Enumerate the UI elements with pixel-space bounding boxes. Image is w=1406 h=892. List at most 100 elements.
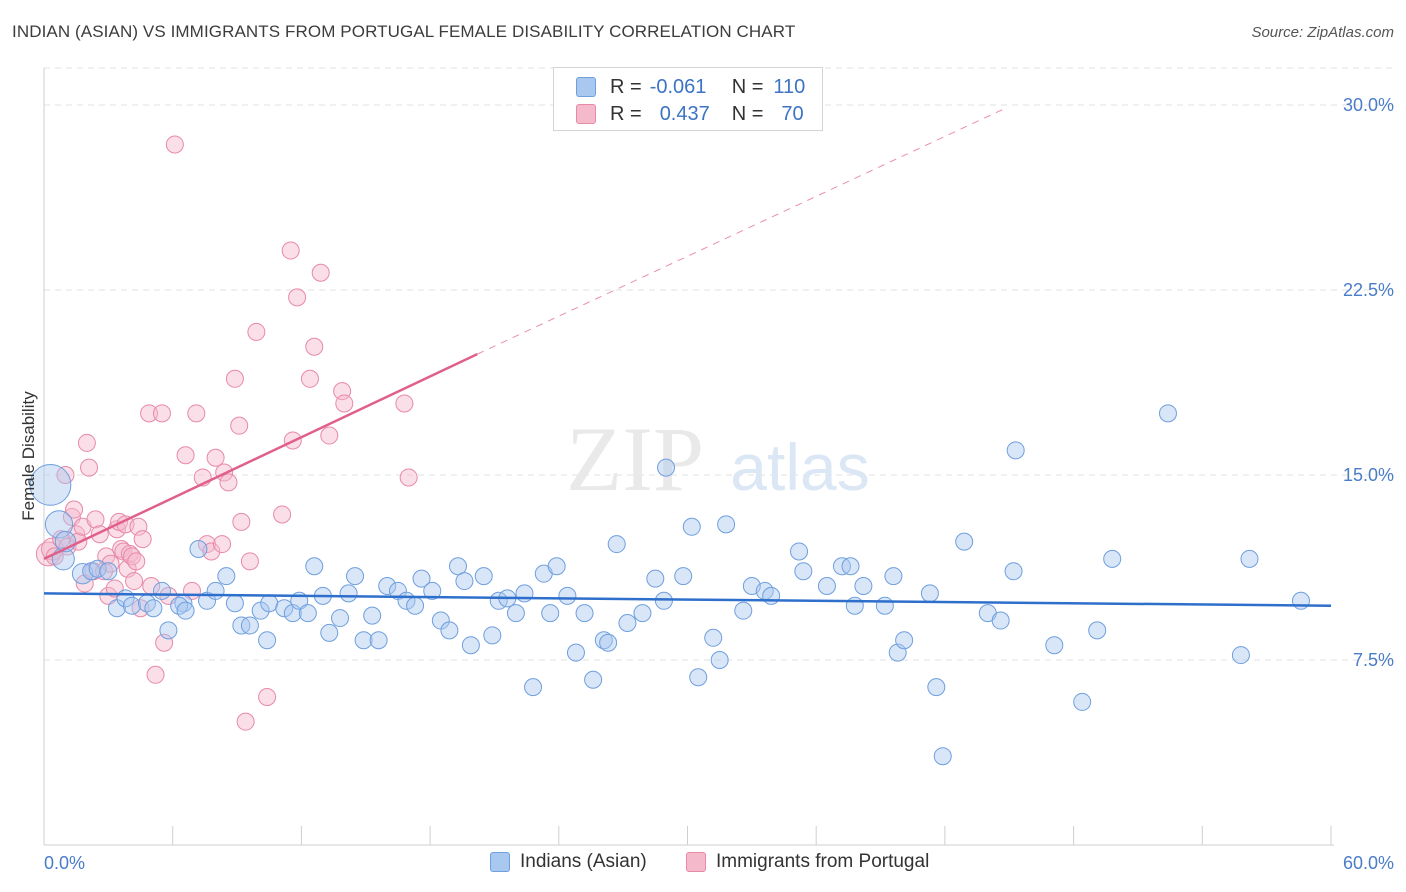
data-point (884, 567, 903, 586)
data-point (1045, 636, 1064, 655)
legend-r-value-2: 0.437 (659, 102, 710, 125)
legend-r-label: R = (610, 102, 642, 125)
data-point (854, 577, 873, 595)
data-point (176, 446, 195, 465)
data-point (240, 552, 259, 571)
y-tick-label: 7.5% (1353, 650, 1394, 670)
data-point (187, 404, 206, 423)
data-point (146, 665, 165, 684)
series-indians-asian (29, 404, 1310, 766)
legend-n-label: N = (731, 75, 764, 98)
data-point (790, 542, 809, 561)
data-point (455, 572, 474, 591)
y-tick-label: 15.0% (1343, 465, 1394, 485)
data-point (448, 557, 467, 576)
y-tick-label: 22.5% (1343, 280, 1394, 300)
data-point (165, 135, 184, 154)
data-point (674, 567, 693, 586)
axis-layer (43, 68, 1334, 846)
data-point (541, 604, 560, 623)
data-point (654, 591, 673, 610)
data-point (331, 609, 350, 628)
legend-r-label: R = (610, 75, 642, 98)
data-point (378, 577, 397, 595)
bottom-legend-portugal: Immigrants from Portugal (686, 851, 929, 873)
data-point (77, 433, 96, 452)
legend-swatch-blue (576, 77, 596, 97)
data-point (1231, 646, 1250, 665)
data-point (159, 621, 178, 640)
tick-labels: 7.5% 15.0% 22.5% 30.0% 0.0% 60.0% (44, 95, 1394, 873)
data-point (657, 458, 676, 477)
data-point (1088, 621, 1107, 640)
data-point (575, 604, 594, 623)
data-point (762, 586, 781, 605)
data-point (584, 670, 603, 689)
data-point (895, 631, 914, 650)
data-point (817, 577, 836, 595)
trend-line-pink (43, 353, 478, 560)
data-point (363, 606, 382, 625)
data-point (144, 599, 163, 618)
data-point (80, 458, 99, 477)
data-point (189, 540, 208, 558)
data-point (260, 594, 279, 613)
data-point (682, 517, 701, 536)
chart-title: INDIAN (ASIAN) VS IMMIGRANTS FROM PORTUG… (12, 22, 796, 41)
source-label: Source: ZipAtlas.com (1251, 24, 1394, 41)
data-point (99, 562, 118, 581)
data-point (152, 581, 171, 600)
data-point (399, 468, 418, 487)
data-point (346, 567, 365, 586)
correlation-legend: R = -0.061 N = 110 R = 0.437 N = 70 (553, 67, 823, 131)
data-point (86, 510, 105, 529)
legend-n-value-2: 70 (781, 102, 804, 125)
data-point (607, 535, 626, 554)
data-point (646, 569, 665, 588)
trend-extension-pink (477, 107, 1008, 355)
data-point (230, 416, 249, 435)
data-point (461, 636, 480, 655)
y-axis-title: Female Disability (19, 391, 38, 521)
series-immigrants-from-portugal (35, 135, 418, 731)
bottom-legend-swatch-blue (490, 852, 510, 872)
data-point (794, 562, 813, 581)
data-point (566, 643, 585, 662)
data-point (232, 512, 251, 531)
data-point (920, 584, 939, 603)
data-point (1006, 441, 1025, 460)
data-point (311, 263, 330, 282)
bottom-legend-label-portugal: Immigrants from Portugal (716, 851, 930, 872)
data-point (704, 628, 723, 647)
data-point (125, 572, 144, 591)
data-point (339, 584, 358, 603)
data-point (273, 505, 292, 524)
data-point (875, 596, 894, 615)
data-point (219, 473, 238, 492)
data-point (225, 369, 244, 388)
data-point (320, 426, 339, 445)
x-tick-label: 60.0% (1343, 853, 1394, 873)
data-point (558, 586, 577, 605)
data-point (689, 668, 708, 687)
data-point (206, 581, 225, 600)
bottom-legend-indians: Indians (Asian) (490, 851, 647, 873)
data-point (734, 601, 753, 620)
data-point (927, 678, 946, 697)
data-point (99, 586, 118, 605)
data-point (225, 594, 244, 613)
data-point (298, 604, 317, 623)
data-point (320, 623, 339, 642)
legend-n-value-1: 110 (773, 75, 806, 98)
data-point (140, 404, 159, 423)
data-point (29, 463, 72, 506)
data-point (258, 631, 277, 650)
data-point (288, 288, 307, 307)
data-point (275, 599, 294, 618)
legend-row-portugal: R = 0.437 N = 70 (576, 101, 804, 127)
data-point (206, 448, 225, 467)
data-point (440, 621, 459, 640)
data-point (122, 596, 141, 615)
data-point (474, 567, 493, 586)
